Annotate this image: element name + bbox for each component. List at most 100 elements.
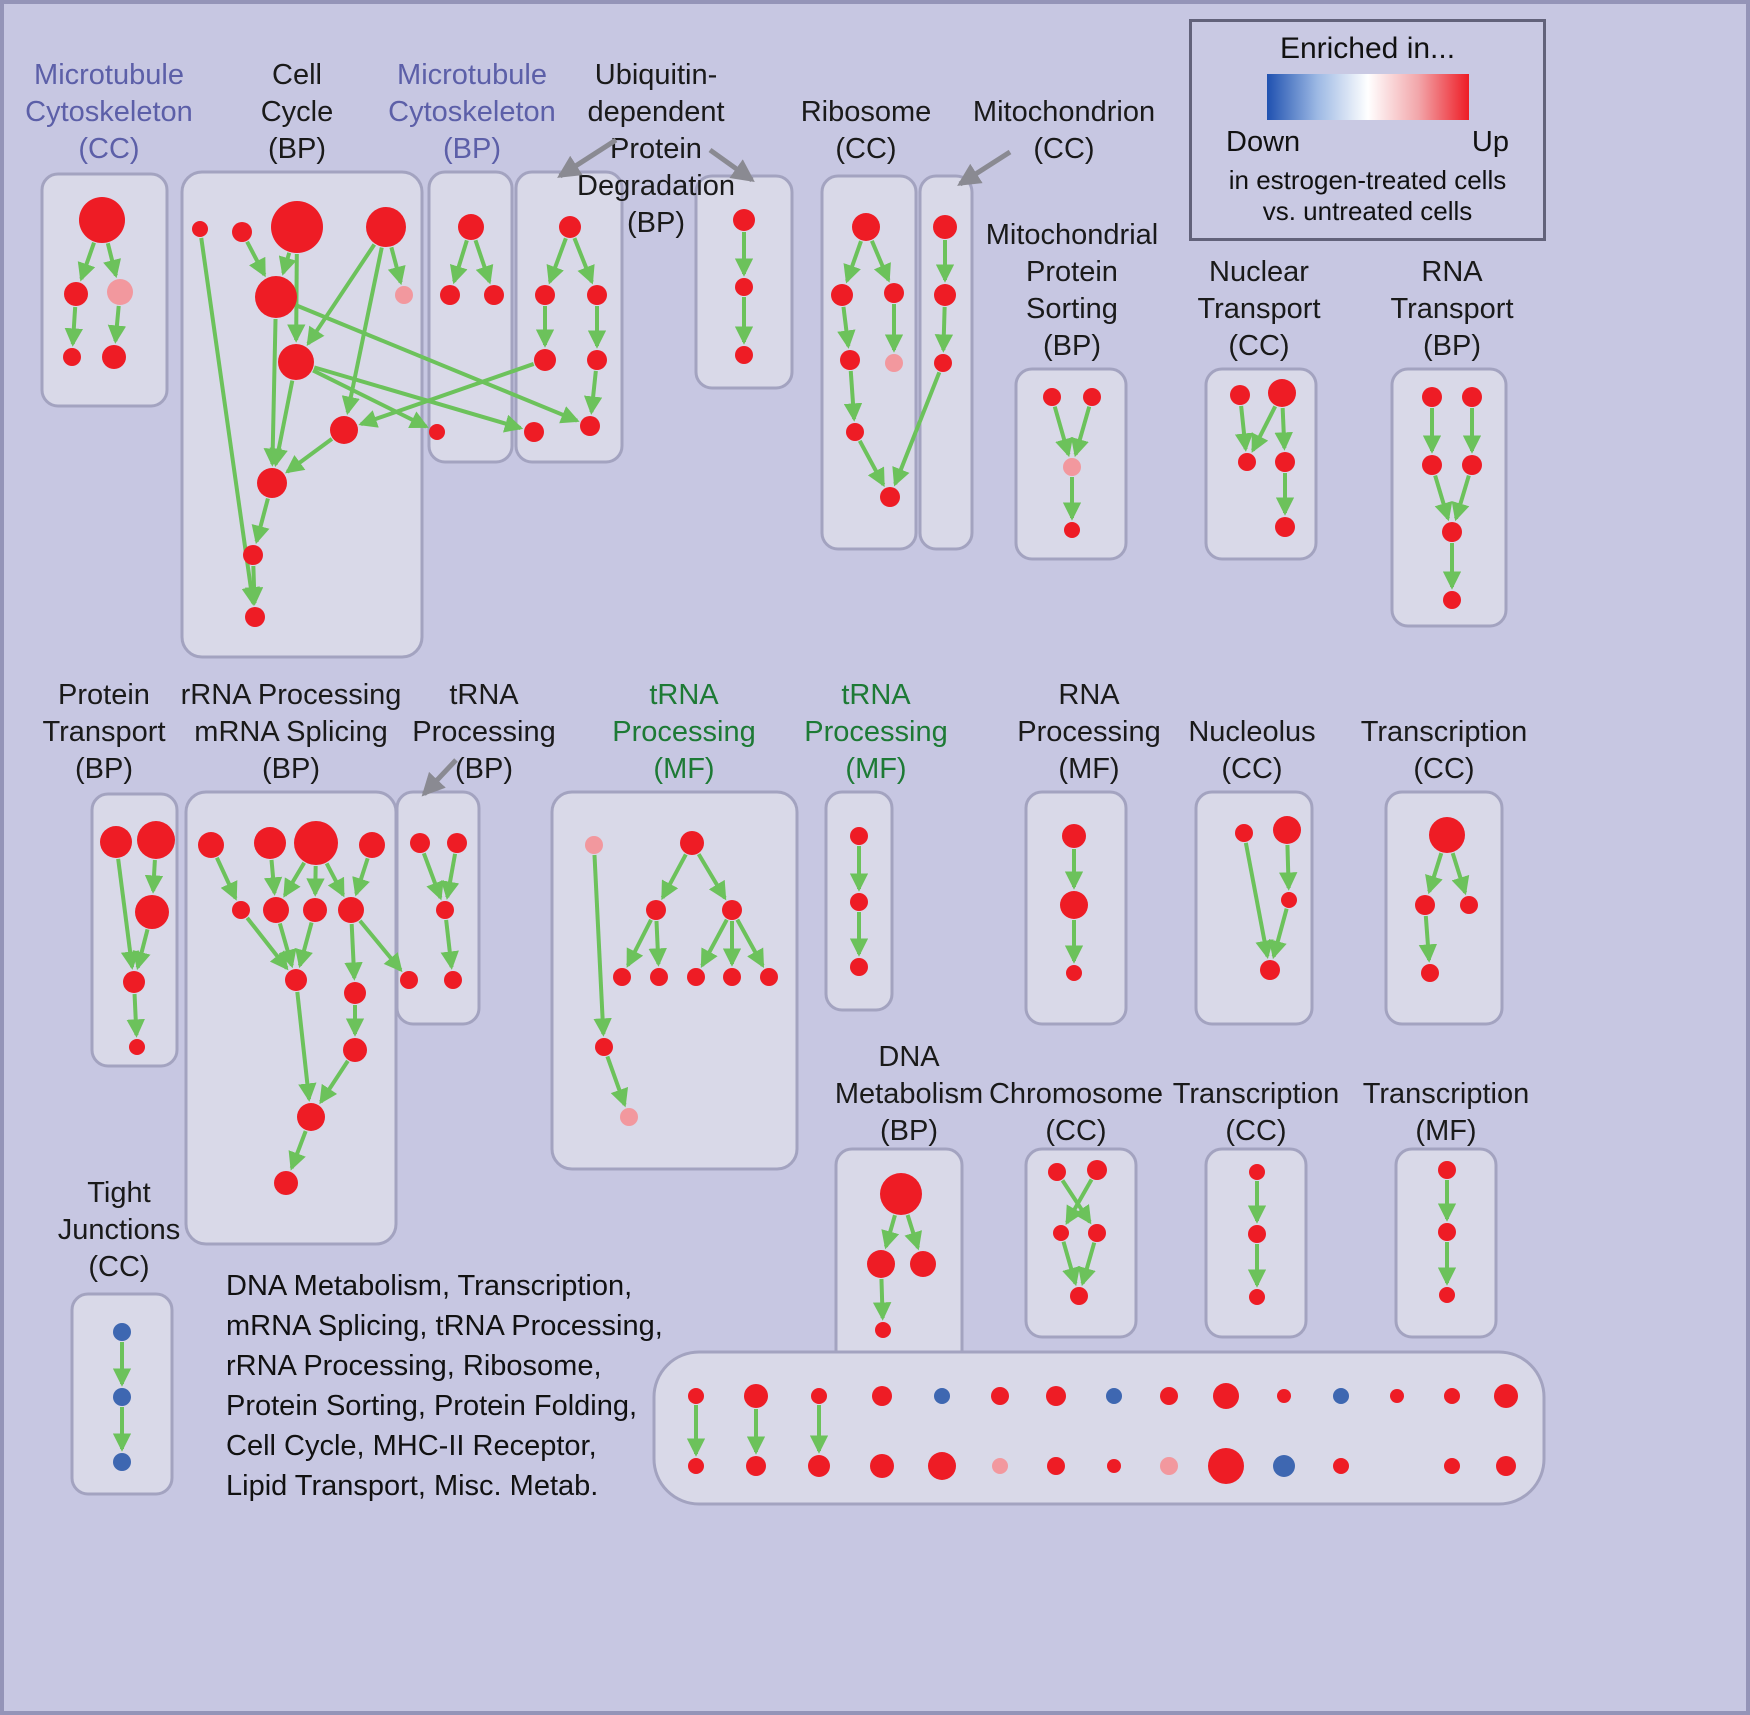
edge-arrow [132, 928, 151, 971]
gene-node-trna-processing-bp-1 [447, 833, 467, 853]
layer-edges [64, 232, 1482, 1457]
edge-arrow [1071, 406, 1092, 458]
gene-node-trna-processing-mf-1-8 [760, 968, 778, 986]
gene-node-rna-transport-5 [1443, 591, 1461, 609]
gene-node-nucleolus-0 [1235, 824, 1253, 842]
label-pointer-arrow [708, 147, 755, 183]
edge-arrow [1061, 1241, 1080, 1287]
gene-node-rna-processing-mf-2 [1066, 965, 1082, 981]
label-pointer-arrow [421, 758, 458, 797]
edge-arrow [245, 240, 267, 278]
gene-node-protein-transport-2 [135, 895, 169, 929]
gene-node-cell-cycle-10 [245, 607, 265, 627]
edge-arrow [1450, 852, 1470, 896]
edge-arrow [319, 1059, 350, 1105]
gene-node-misc-metabolism-4 [811, 1388, 827, 1404]
edge-arrow [215, 856, 238, 901]
gene-node-protein-transport-3 [123, 971, 145, 993]
cluster-label-microtubule-cc: Microtubule Cytoskeleton (CC) [25, 59, 193, 165]
label-pointer-arrow [957, 149, 1012, 187]
gene-node-mitochondrion-cc-0 [933, 215, 957, 239]
gene-node-ribosome-cc-5 [846, 423, 864, 441]
edge-arrow [837, 306, 856, 349]
gene-node-misc-metabolism-2 [744, 1384, 768, 1408]
layer-labels: Microtubule Cytoskeleton (CC) Cell Cycle (BP)… [25, 59, 1529, 1283]
edge-arrow [1451, 474, 1471, 522]
edge-arrow [843, 240, 863, 284]
gene-node-cell-cycle-0 [192, 221, 208, 237]
edge-arrow [116, 858, 140, 970]
edge-arrow [263, 859, 283, 896]
edge-arrow [107, 305, 127, 344]
gene-node-misc-metabolism-9 [928, 1452, 956, 1480]
edge-arrow [387, 246, 406, 286]
gene-node-protein-transport-0 [100, 826, 132, 858]
edge-arrow [324, 862, 345, 898]
gene-node-transcription-mf-0 [1438, 1161, 1456, 1179]
go-network-diagram: Microtubule Cytoskeleton (CC) Cell Cycle (BP)… [25, 59, 1546, 1506]
cluster-box-chromosome [1024, 1147, 1138, 1339]
gene-node-trna-processing-mf-1-10 [620, 1108, 638, 1126]
gene-node-nucleolus-3 [1260, 960, 1280, 980]
legend-box: Enriched in... Down Up in estrogen-treat… [1189, 19, 1546, 241]
gene-node-chromosome-0 [1048, 1163, 1066, 1181]
cluster-box-nucleolus [1194, 790, 1314, 1026]
gene-node-rna-transport-0 [1422, 387, 1442, 407]
gene-node-dna-metabolism-0 [880, 1173, 922, 1215]
gene-node-chromosome-4 [1070, 1287, 1088, 1305]
gene-node-misc-metabolism-24 [1390, 1389, 1404, 1403]
gene-node-misc-metabolism-5 [808, 1455, 830, 1477]
gene-node-trna-processing-mf-1-2 [646, 900, 666, 920]
edge-arrow [313, 365, 524, 433]
gene-node-misc-metabolism-20 [1277, 1389, 1291, 1403]
gene-node-microtubule-bp-2 [484, 285, 504, 305]
cluster-box-transcription-cc-1 [1384, 790, 1504, 1026]
edge-arrow [572, 237, 595, 285]
gene-node-ubiquitin-right-0 [733, 209, 755, 231]
gene-node-protein-transport-4 [129, 1039, 145, 1055]
gene-node-tight-junctions-0 [113, 1323, 131, 1341]
edge-arrow [892, 371, 942, 487]
gene-node-mito-protein-sorting-0 [1043, 388, 1061, 406]
gene-node-trna-processing-mf-1-7 [723, 968, 741, 986]
gene-node-misc-metabolism-15 [1107, 1459, 1121, 1473]
gene-node-trna-processing-mf-1-1 [680, 831, 704, 855]
edge-arrow [626, 918, 653, 968]
gene-node-nucleolus-1 [1273, 816, 1301, 844]
gene-node-rna-transport-2 [1422, 455, 1442, 475]
gene-node-ribosome-cc-0 [852, 213, 880, 241]
gene-node-misc-metabolism-12 [1046, 1386, 1066, 1406]
gene-node-nucleolus-2 [1281, 892, 1297, 908]
gene-node-misc-metabolism-28 [1496, 1456, 1516, 1476]
gene-node-rna-transport-1 [1462, 387, 1482, 407]
gene-node-ribosome-cc-1 [831, 284, 853, 306]
gene-node-misc-metabolism-18 [1213, 1383, 1239, 1409]
gene-node-rrna-mrna-processing-11 [297, 1103, 325, 1131]
edge-arrow [1433, 474, 1453, 522]
gene-node-rrna-mrna-processing-8 [285, 969, 307, 991]
gene-node-misc-metabolism-6 [872, 1386, 892, 1406]
gene-node-trna-processing-mf-2-0 [850, 827, 868, 845]
gene-node-dna-metabolism-2 [910, 1251, 936, 1277]
misc-cluster-description: DNA Metabolism, Transcription, mRNA Spli… [226, 1270, 663, 1502]
legend-gradient-bar [1266, 74, 1469, 120]
edge-arrow [77, 241, 96, 282]
edge-arrow [251, 497, 270, 545]
edge-arrow [1052, 406, 1073, 458]
gene-node-rrna-mrna-processing-3 [359, 832, 385, 858]
edge-arrow [126, 993, 145, 1038]
cluster-label-tight-junctions: Tight Junctions (CC) [58, 1177, 181, 1283]
cluster-box-misc-metabolism [652, 1350, 1546, 1506]
gene-node-trna-processing-mf-2-1 [850, 893, 868, 911]
gene-node-rna-transport-4 [1442, 522, 1462, 542]
cluster-box-transcription-cc-2 [1204, 1147, 1308, 1339]
legend-scale-labels: Down Up [1192, 120, 1543, 159]
edge-arrow [1274, 407, 1293, 451]
gene-node-rna-processing-mf-0 [1062, 824, 1086, 848]
gene-node-trna-processing-mf-1-3 [722, 900, 742, 920]
gene-node-rna-transport-3 [1462, 455, 1482, 475]
gene-node-rrna-mrna-processing-1 [254, 827, 286, 859]
edge-arrow [285, 437, 334, 474]
edge-arrow [1251, 405, 1277, 453]
gene-node-chromosome-1 [1087, 1160, 1107, 1180]
